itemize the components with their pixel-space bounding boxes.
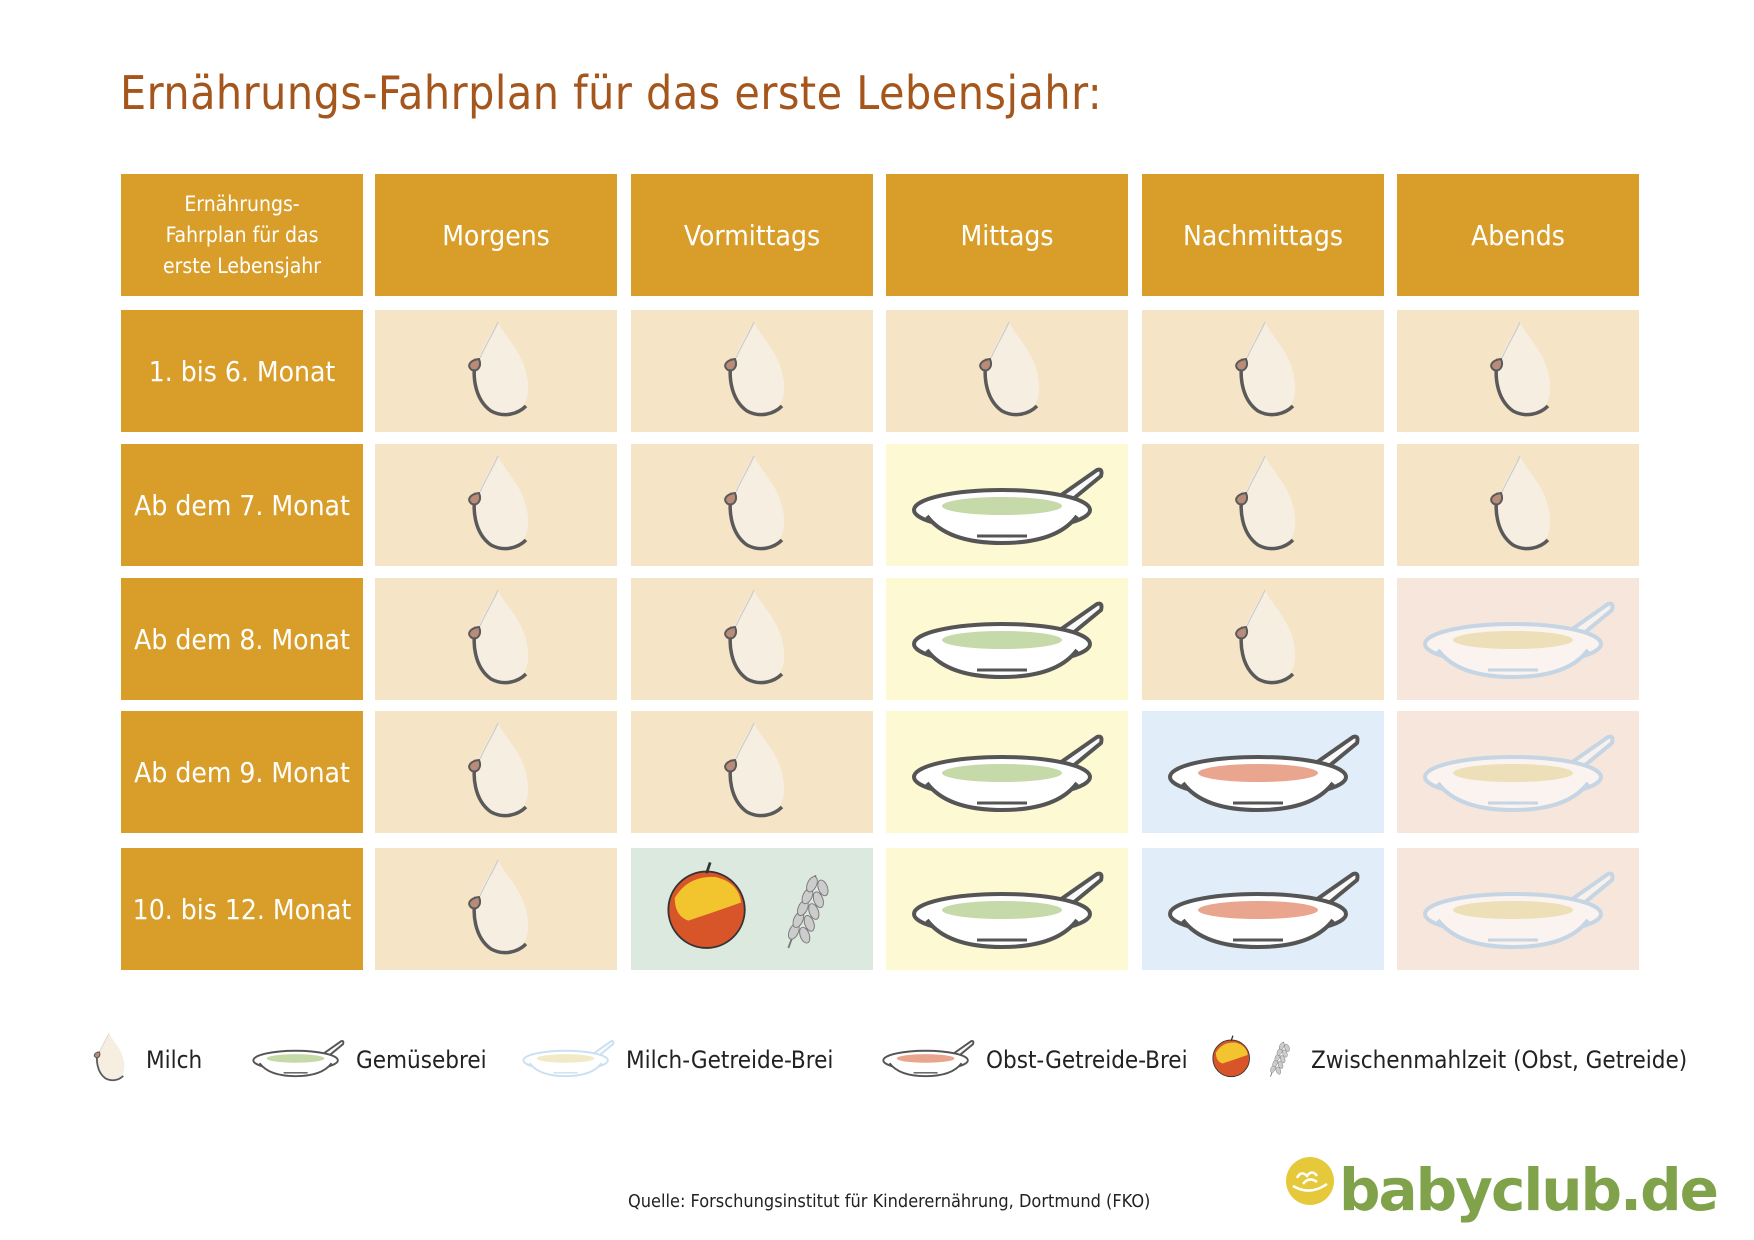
breast-icon bbox=[1418, 314, 1618, 428]
table-cell-milk bbox=[375, 444, 617, 566]
table-cell-vegetable bbox=[886, 578, 1128, 700]
breast-icon bbox=[1163, 314, 1363, 428]
breast-icon bbox=[396, 582, 596, 696]
column-header-label: Mittags bbox=[960, 218, 1054, 252]
table-cell-milk bbox=[1397, 310, 1639, 432]
table-cell-vegetable bbox=[886, 711, 1128, 833]
table-cell-milk bbox=[375, 310, 617, 432]
table-cell-milkcereal bbox=[1397, 711, 1639, 833]
legend-label: Zwischenmahlzeit (Obst, Getreide) bbox=[1311, 1046, 1688, 1074]
legend-label: Milch-Getreide-Brei bbox=[626, 1046, 834, 1074]
table-cell-milk bbox=[631, 444, 873, 566]
breast-icon bbox=[652, 715, 852, 829]
column-header-mittags: Mittags bbox=[886, 174, 1128, 296]
apple-and-wheat-icon bbox=[1205, 1029, 1301, 1091]
legend-item-snack: Zwischenmahlzeit (Obst, Getreide) bbox=[1205, 1030, 1687, 1090]
table-cell-fruitcereal bbox=[1142, 848, 1384, 970]
row-label: Ab dem 8. Monat bbox=[121, 578, 363, 700]
table-cell-milk bbox=[1397, 444, 1639, 566]
legend-item-fruitcereal: Obst-Getreide-Brei bbox=[880, 1030, 1188, 1090]
corner-header-line: Ernährungs- bbox=[184, 191, 300, 216]
corner-header-line: Fahrplan für das bbox=[165, 222, 319, 247]
legend-item-milkcereal: Milch-Getreide-Brei bbox=[520, 1030, 833, 1090]
breast-icon bbox=[396, 715, 596, 829]
row-label-text: Ab dem 7. Monat bbox=[134, 488, 350, 522]
page-title: Ernährungs-Fahrplan für das erste Lebens… bbox=[120, 66, 1103, 120]
column-header-vormittags: Vormittags bbox=[631, 174, 873, 296]
breast-icon bbox=[396, 852, 596, 966]
corner-header-line: erste Lebensjahr bbox=[162, 253, 322, 278]
table-cell-milk bbox=[375, 848, 617, 970]
breast-icon bbox=[652, 448, 852, 562]
table-cell-milk bbox=[1142, 310, 1384, 432]
fruit-cereal-bowl-icon bbox=[880, 1029, 976, 1091]
legend-item-milk: Milch bbox=[80, 1030, 202, 1090]
table-cell-snack bbox=[631, 848, 873, 970]
table-cell-milk bbox=[1142, 578, 1384, 700]
logo-text: babyclub.de bbox=[1339, 1156, 1719, 1224]
vegetable-puree-bowl-icon bbox=[907, 852, 1107, 966]
breast-icon bbox=[907, 314, 1107, 428]
column-header-morgens: Morgens bbox=[375, 174, 617, 296]
column-header-label: Nachmittags bbox=[1183, 218, 1343, 252]
table-cell-milk bbox=[375, 711, 617, 833]
legend: Milch Gemüsebrei Milch-Getreide-Brei Obst-G… bbox=[80, 1030, 1720, 1090]
row-label-text: 1. bis 6. Monat bbox=[148, 354, 336, 388]
table-cell-milk bbox=[631, 578, 873, 700]
breast-icon bbox=[1163, 582, 1363, 696]
row-label-text: Ab dem 9. Monat bbox=[134, 755, 350, 789]
breast-icon bbox=[396, 314, 596, 428]
breast-icon bbox=[1418, 448, 1618, 562]
milk-cereal-bowl-icon bbox=[1418, 852, 1618, 966]
table-cell-milk bbox=[631, 711, 873, 833]
table-cell-milk bbox=[1142, 444, 1384, 566]
breast-icon bbox=[652, 582, 852, 696]
column-header-label: Morgens bbox=[442, 218, 550, 252]
apple-and-wheat-icon bbox=[652, 852, 852, 966]
breast-icon bbox=[80, 1029, 136, 1091]
column-header-label: Abends bbox=[1471, 218, 1565, 252]
babyclub-logo: babyclub.de bbox=[1285, 1138, 1719, 1224]
row-label: 1. bis 6. Monat bbox=[121, 310, 363, 432]
row-label: Ab dem 7. Monat bbox=[121, 444, 363, 566]
breast-icon bbox=[396, 448, 596, 562]
table-cell-milk bbox=[375, 578, 617, 700]
breast-icon bbox=[1163, 448, 1363, 562]
logo-emblem-icon bbox=[1286, 1157, 1334, 1205]
corner-header: Ernährungs- Fahrplan für das erste Lebensj… bbox=[121, 174, 363, 296]
row-label-text: 10. bis 12. Monat bbox=[132, 892, 352, 926]
legend-item-vegetable: Gemüsebrei bbox=[250, 1030, 487, 1090]
fruit-cereal-bowl-icon bbox=[1163, 852, 1363, 966]
milk-cereal-bowl-icon bbox=[520, 1029, 616, 1091]
vegetable-puree-bowl-icon bbox=[907, 715, 1107, 829]
row-label: 10. bis 12. Monat bbox=[121, 848, 363, 970]
column-header-nachmittags: Nachmittags bbox=[1142, 174, 1384, 296]
row-label: Ab dem 9. Monat bbox=[121, 711, 363, 833]
milk-cereal-bowl-icon bbox=[1418, 582, 1618, 696]
legend-label: Milch bbox=[146, 1046, 203, 1074]
table-cell-vegetable bbox=[886, 848, 1128, 970]
row-label-text: Ab dem 8. Monat bbox=[134, 622, 350, 656]
table-cell-milkcereal bbox=[1397, 848, 1639, 970]
table-cell-milk bbox=[631, 310, 873, 432]
table-cell-fruitcereal bbox=[1142, 711, 1384, 833]
source-note: Quelle: Forschungsinstitut für Kinderern… bbox=[628, 1191, 1151, 1212]
vegetable-puree-bowl-icon bbox=[250, 1029, 346, 1091]
column-header-label: Vormittags bbox=[683, 218, 821, 252]
breast-icon bbox=[652, 314, 852, 428]
legend-label: Gemüsebrei bbox=[356, 1046, 487, 1074]
vegetable-puree-bowl-icon bbox=[907, 448, 1107, 562]
fruit-cereal-bowl-icon bbox=[1163, 715, 1363, 829]
legend-label: Obst-Getreide-Brei bbox=[986, 1046, 1188, 1074]
vegetable-puree-bowl-icon bbox=[907, 582, 1107, 696]
table-cell-milk bbox=[886, 310, 1128, 432]
column-header-abends: Abends bbox=[1397, 174, 1639, 296]
table-cell-vegetable bbox=[886, 444, 1128, 566]
table-cell-milkcereal bbox=[1397, 578, 1639, 700]
milk-cereal-bowl-icon bbox=[1418, 715, 1618, 829]
